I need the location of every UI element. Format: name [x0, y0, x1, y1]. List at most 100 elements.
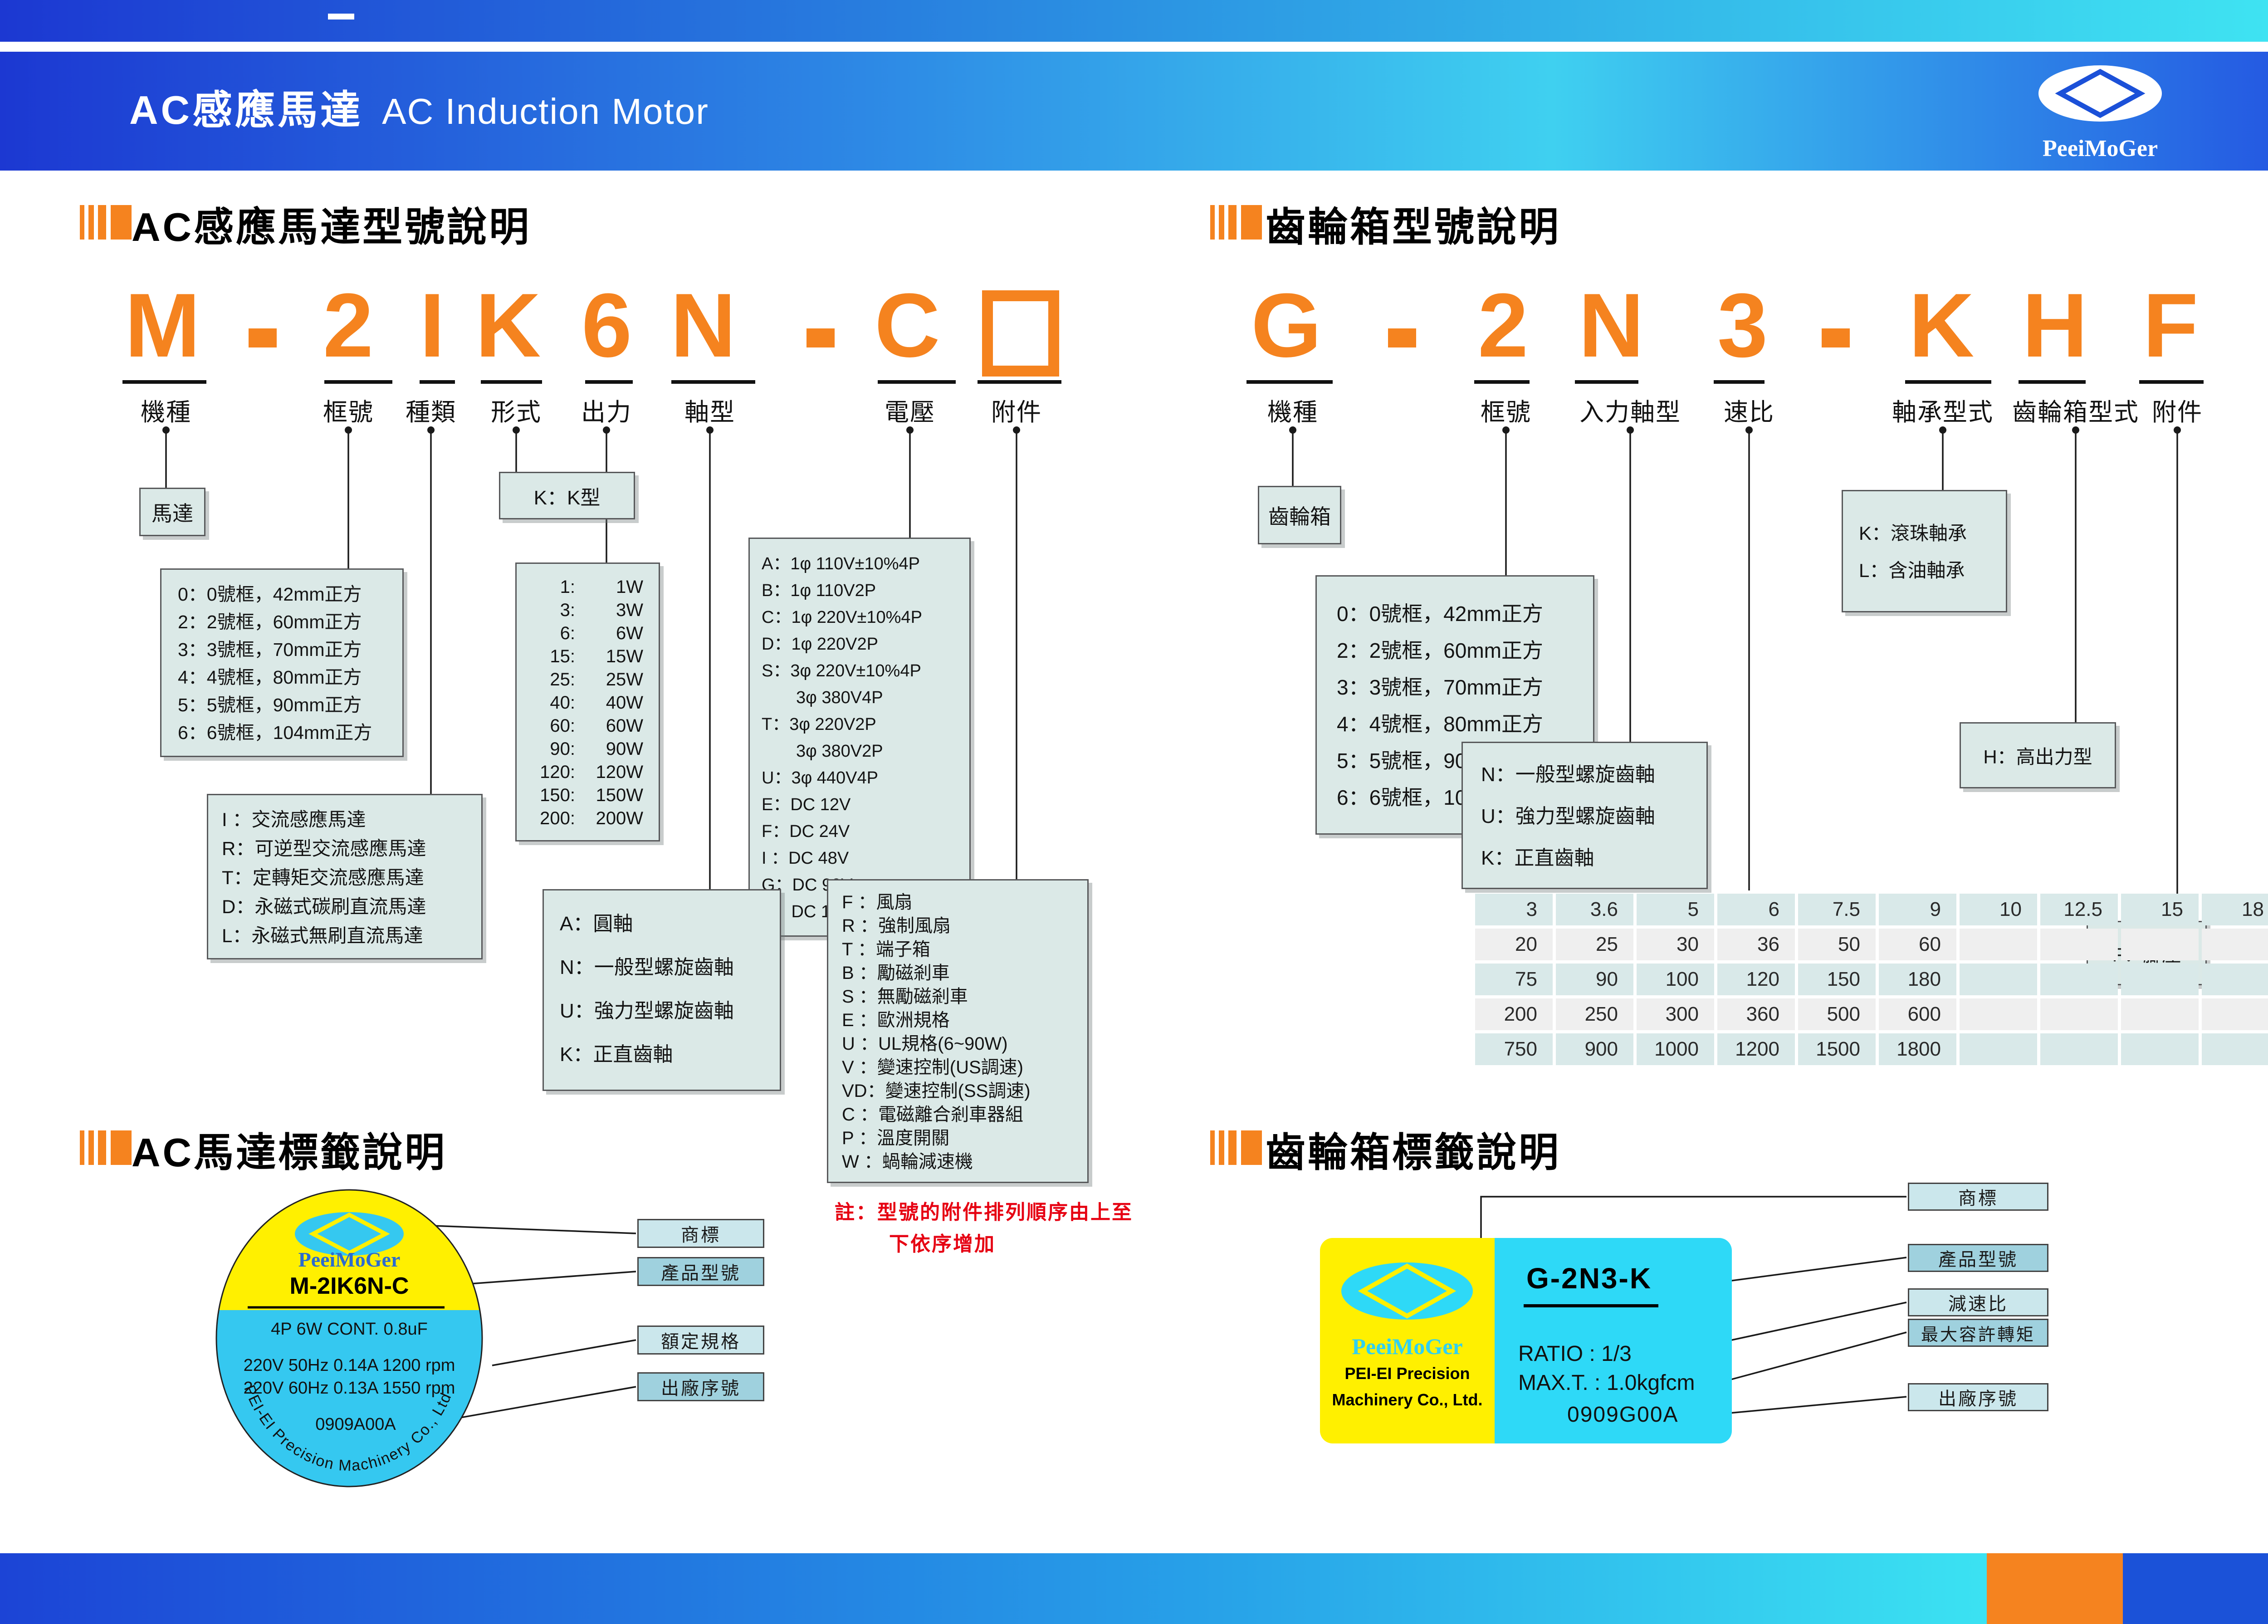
nameplate-brand: PeeiMoGer [298, 1248, 401, 1271]
ratio-cell: 12.5 [2040, 894, 2118, 925]
code-part-label: 形式 [491, 399, 542, 426]
callout-serial-number: 出廠序號 [1908, 1383, 2048, 1411]
page-title: AC感應馬達 AC Induction Motor [129, 78, 709, 136]
code-underline [1474, 380, 1530, 384]
code-underline [481, 380, 542, 384]
section-bullet-icon [80, 1130, 132, 1165]
ratio-table: 3 3.6 5 6 7.5 9 10 12.5 15 18 20 25 30 36 50 60 75 90 100 1… [1472, 890, 2268, 1068]
gearbox-company-line1: PEI-EI Precision [1344, 1364, 1470, 1383]
output-option-row: 150: 150W [540, 785, 643, 805]
ratio-cell [2040, 964, 2118, 995]
nameplate-rating-60hz: 220V 60Hz 0.13A 1550 rpm [244, 1379, 455, 1398]
ratio-cell [2121, 964, 2199, 995]
ratio-cell: 15 [2121, 894, 2199, 925]
ratio-cell: 1000 [1637, 1033, 1714, 1065]
code-underline [978, 380, 1061, 384]
ratio-row: 3 3.6 5 6 7.5 9 10 12.5 15 18 [1475, 894, 2268, 925]
ratio-cell: 1500 [1798, 1033, 1876, 1065]
ratio-cell: 18 [2202, 894, 2268, 925]
motor-code-dash [807, 328, 835, 347]
ratio-cell: 75 [1475, 964, 1553, 995]
ratio-cell: 750 [1475, 1033, 1553, 1065]
section-bullet-icon [1210, 205, 1262, 240]
gear-code-char: H [2022, 275, 2088, 376]
ratio-cell: 150 [1798, 964, 1876, 995]
code-underline [1714, 380, 1765, 384]
box-input-shaft-options: N：一般型螺旋齒軸 U：強力型螺旋齒軸 K：正直齒軸 [1461, 742, 1708, 889]
output-option-row: 40: 40W [550, 693, 643, 713]
box-accessory-options: F ：風扇 R ：強制風扇 T ：端子箱 B ：勵磁剎車 S ：無勵磁剎車 E … [827, 879, 1089, 1183]
ratio-cell: 120 [1717, 964, 1795, 995]
brand-logo-icon: PeeiMoGer [2038, 65, 2162, 161]
ratio-row: 75 90 100 120 150 180 [1475, 964, 2268, 995]
motor-nameplate: PeeiMoGer M-2IK6N-C 4P 6W CONT. 0.8uF 22… [215, 1189, 483, 1487]
ratio-cell [1960, 929, 2037, 960]
code-underline [878, 380, 956, 384]
code-underline [2139, 380, 2204, 384]
bottom-gradient-bar [0, 1553, 1987, 1624]
ratio-cell: 5 [1637, 894, 1714, 925]
motor-code-dash [249, 328, 277, 347]
bottom-orange-block [1987, 1553, 2123, 1624]
code-part-label: 入力軸型 [1579, 399, 1681, 426]
box-bearing-options: K：滾珠軸承 L：含油軸承 [1842, 490, 2007, 612]
ratio-row: 200 250 300 360 500 600 [1475, 998, 2268, 1030]
box-frame-options: 0：0號框，42mm正方 2：2號框，60mm正方 3：3號框，70mm正方 4… [160, 568, 404, 757]
code-part-label: 框號 [1481, 399, 1531, 426]
gear-code-char: 3 [1717, 275, 1768, 376]
code-part-label: 速比 [1724, 399, 1774, 426]
code-underline [671, 380, 755, 384]
gearbox-nameplate-right: G-2N3-K RATIO : 1/3 MAX.T. : 1.0kgfcm 09… [1495, 1238, 1732, 1443]
code-underline [1246, 380, 1333, 384]
output-option-row: 200: 200W [540, 808, 643, 828]
output-option-row: 60: 60W [550, 716, 643, 736]
callout-rated-spec: 額定規格 [637, 1326, 764, 1355]
ratio-cell [1960, 998, 2037, 1030]
gearbox-nameplate-left: PeeiMoGer PEI-EI Precision Machinery Co.… [1320, 1238, 1495, 1443]
ratio-cell: 50 [1798, 929, 1876, 960]
motor-code-char: C [875, 275, 940, 376]
ratio-cell: 20 [1475, 929, 1553, 960]
code-part-label: 出力 [581, 399, 632, 426]
code-part-label: 附件 [2152, 399, 2203, 426]
ratio-cell [1960, 964, 2037, 995]
ratio-cell: 30 [1637, 929, 1714, 960]
output-option-row: 25: 25W [550, 670, 643, 690]
motor-code-char: 2 [323, 275, 374, 376]
ratio-cell [2121, 1033, 2199, 1065]
motor-code-char: K [475, 275, 541, 376]
callout-max-torque: 最大容許轉矩 [1908, 1319, 2048, 1347]
box-gear-machine-type: 齒輪箱 [1258, 486, 1341, 544]
ratio-cell: 3.6 [1556, 894, 1633, 925]
gear-code-dash [1388, 328, 1416, 347]
nameplate-rating-50hz: 220V 50Hz 0.14A 1200 rpm [244, 1356, 455, 1375]
title-band [0, 52, 2268, 171]
ratio-cell: 90 [1556, 964, 1633, 995]
ratio-cell [2040, 998, 2118, 1030]
gearbox-brand: PeeiMoGer [1352, 1334, 1463, 1359]
output-option-row: 6: 6W [560, 623, 643, 643]
page-title-zh: AC感應馬達 [129, 88, 363, 132]
code-part-label: 框號 [323, 399, 374, 426]
gear-code-dash [1822, 328, 1850, 347]
code-part-label: 軸型 [684, 399, 735, 426]
top-gradient-bar [0, 0, 2268, 42]
ratio-cell: 900 [1556, 1033, 1633, 1065]
ratio-cell: 6 [1717, 894, 1795, 925]
ratio-cell [2121, 998, 2199, 1030]
ratio-cell [2202, 929, 2268, 960]
output-option-row: 1: 1W [560, 577, 643, 597]
ratio-cell [2202, 964, 2268, 995]
output-option-row: 15: 15W [550, 646, 643, 666]
nameplate-serial: 0909A00A [315, 1415, 396, 1434]
section-title-gear-label: 齒輪箱標籤說明 [1266, 1130, 1561, 1175]
accessory-note-line2: 下依序增加 [889, 1233, 996, 1255]
ratio-cell: 300 [1637, 998, 1714, 1030]
ratio-cell: 3 [1475, 894, 1553, 925]
box-high-output-type: H：高出力型 [1960, 722, 2116, 788]
ratio-cell: 360 [1717, 998, 1795, 1030]
ratio-cell [2040, 1033, 2118, 1065]
callout-product-model: 產品型號 [1908, 1244, 2048, 1272]
ratio-cell: 25 [1556, 929, 1633, 960]
